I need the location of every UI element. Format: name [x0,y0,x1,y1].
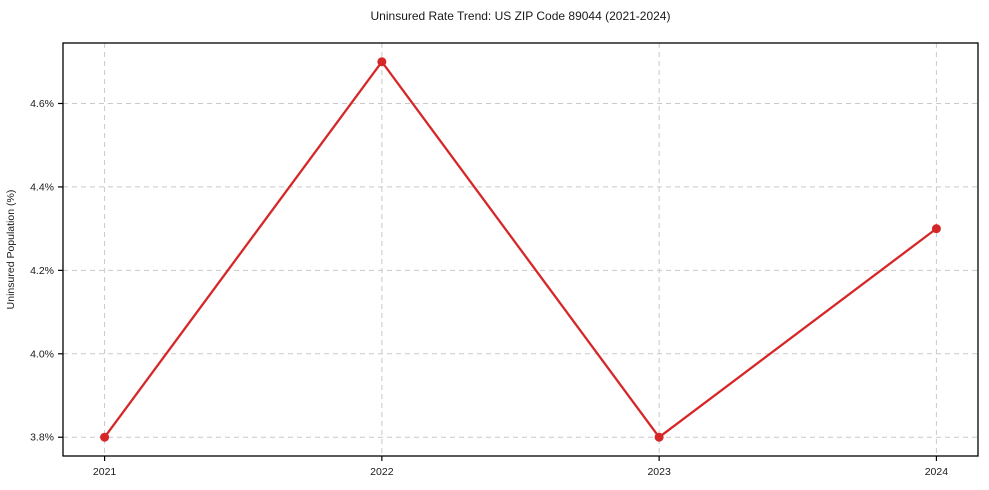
x-tick-label: 2021 [93,466,117,478]
x-tick-label: 2024 [925,466,949,478]
tick-layer: 3.8% 4.0% 4.2% 4.4% 4.6% 2021 2022 2023 2024 [30,98,948,478]
y-axis-label: Uninsured Population (%) [5,190,17,310]
y-tick-label: 4.6% [30,98,54,110]
grid-layer [63,43,978,456]
data-point-marker [654,432,664,442]
y-tick-label: 4.4% [30,181,54,193]
y-tick-label: 4.2% [30,265,54,277]
x-tick-label: 2022 [370,466,394,478]
x-tick-label: 2023 [647,466,671,478]
plot-border [62,42,979,457]
y-tick-label: 4.0% [30,348,54,360]
data-point-marker [100,432,110,442]
data-point-marker [931,224,941,234]
series-layer [100,57,941,442]
y-tick-label: 3.8% [30,432,54,444]
chart-title: Uninsured Rate Trend: US ZIP Code 89044 … [371,9,671,23]
data-point-marker [377,57,387,67]
trend-line [103,60,938,439]
